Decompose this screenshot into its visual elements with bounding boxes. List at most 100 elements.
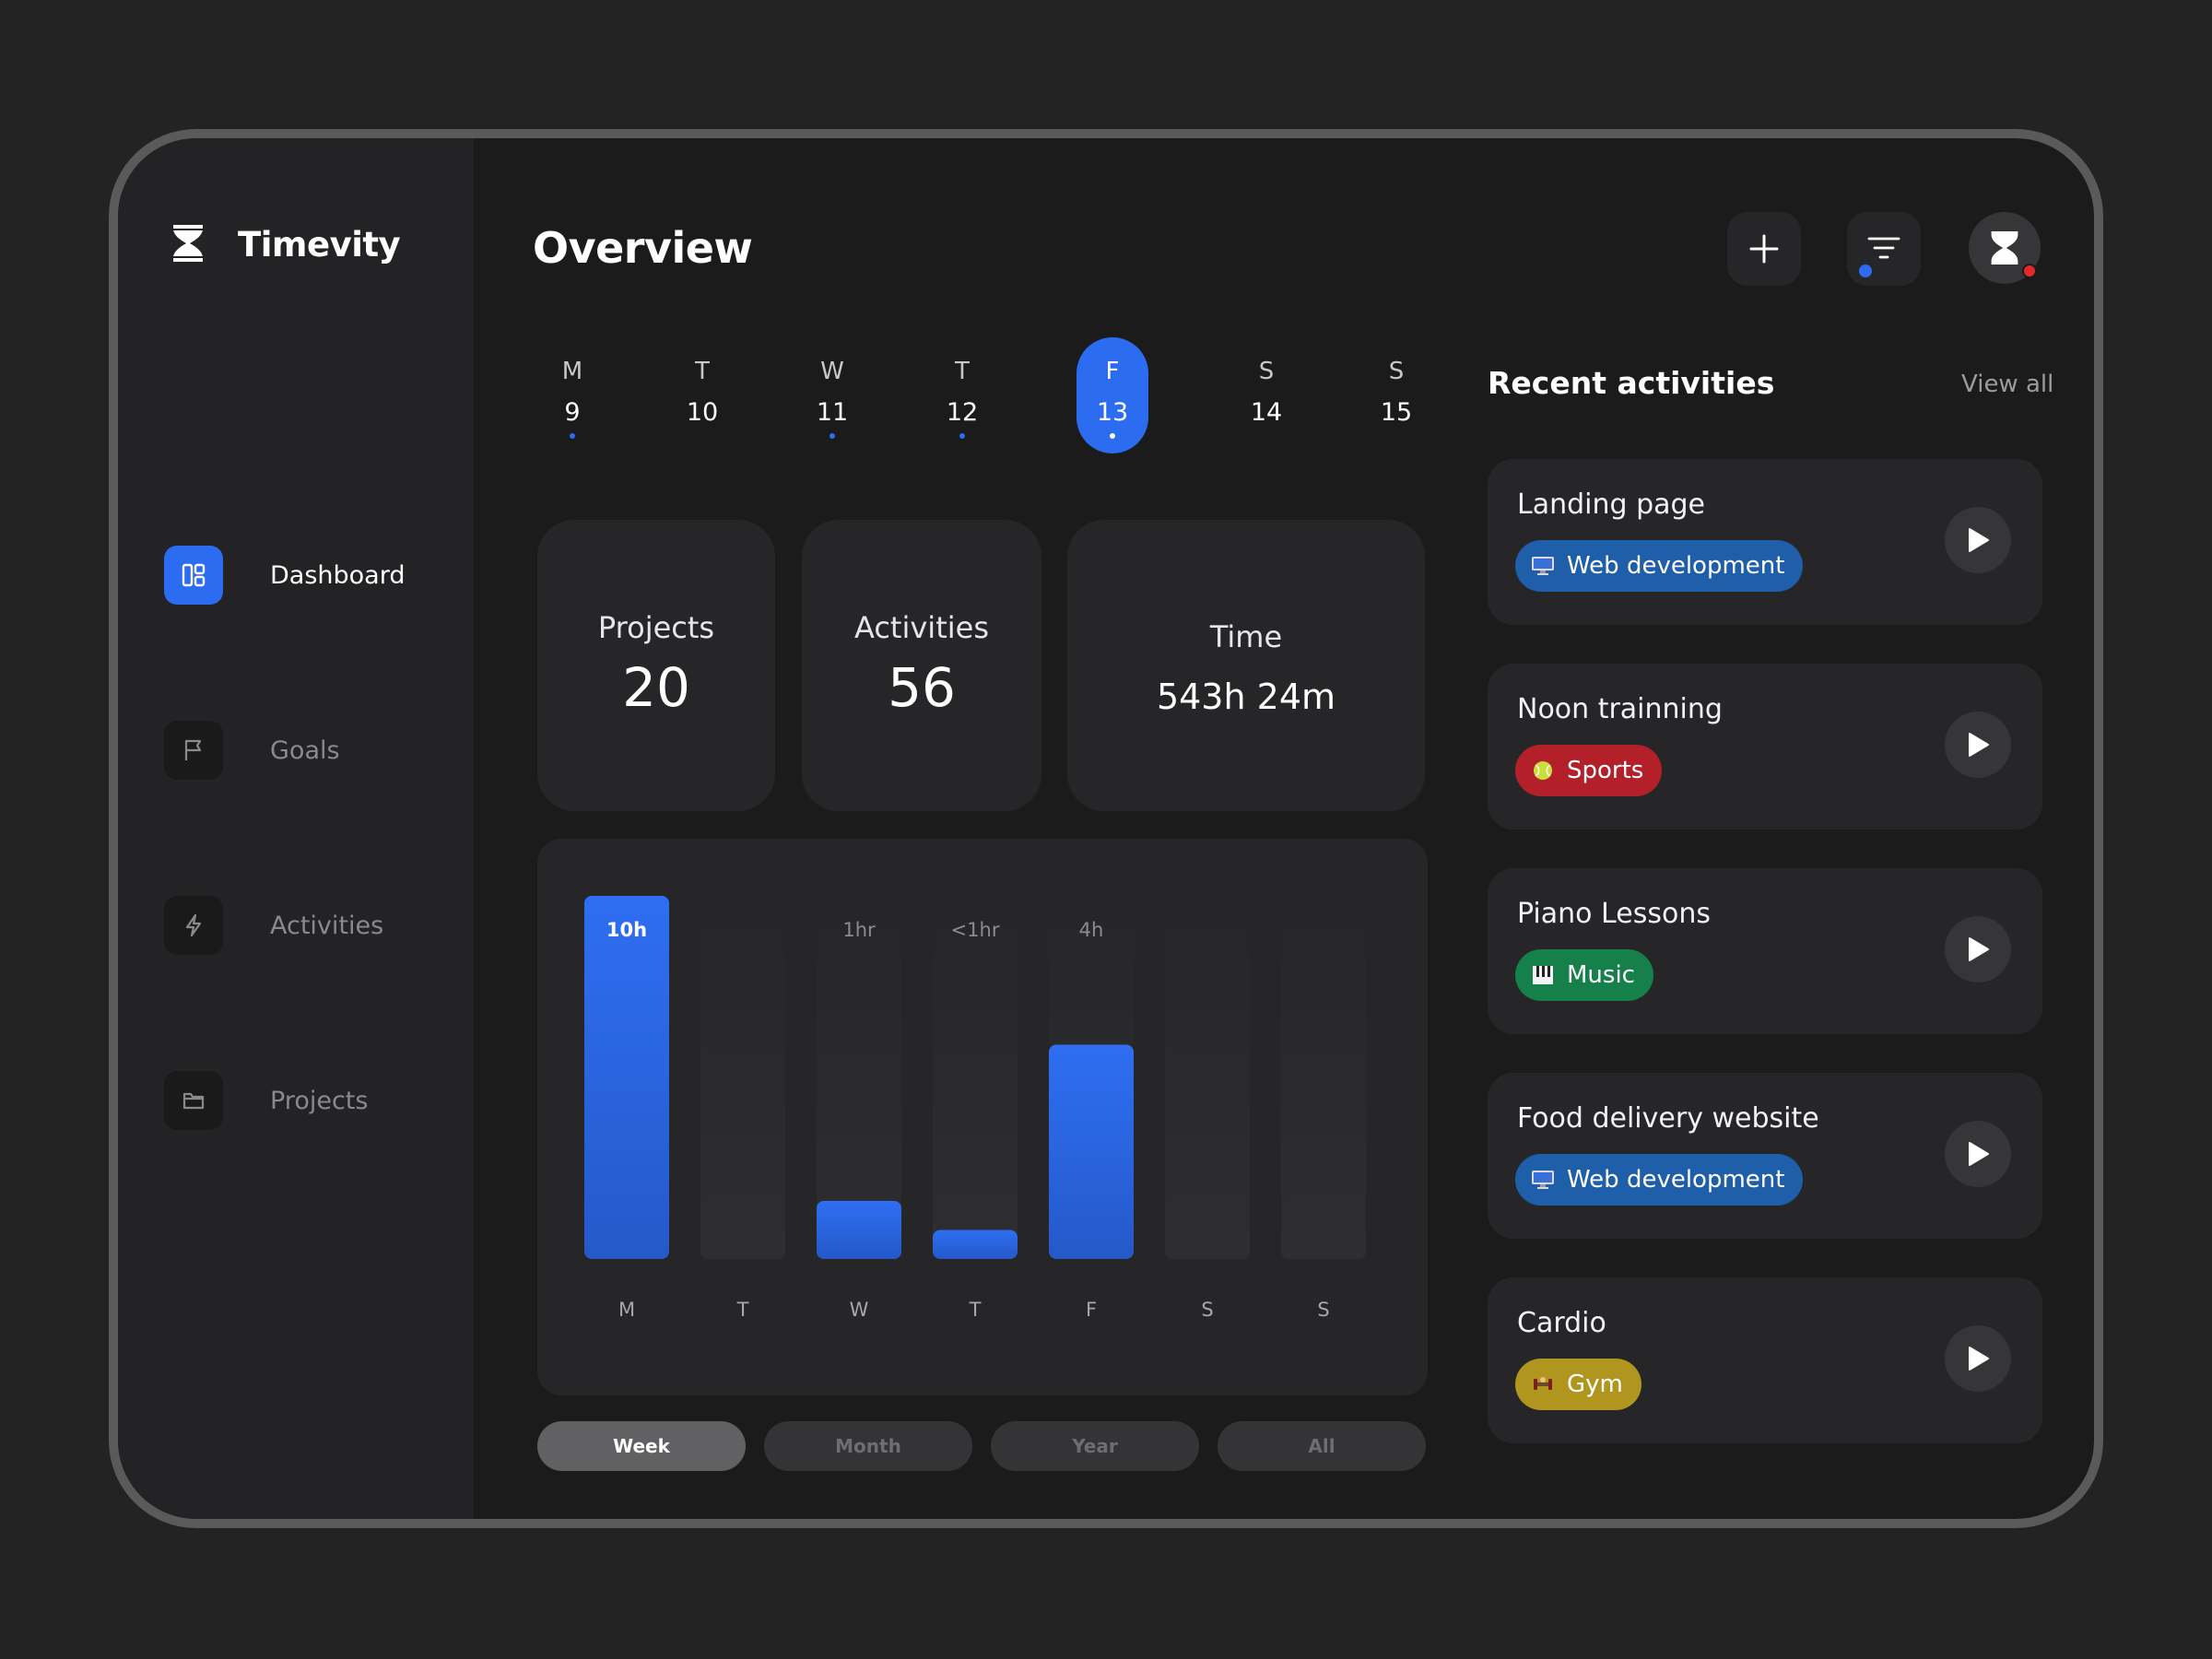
- range-week-button[interactable]: Week: [537, 1421, 746, 1471]
- activity-card[interactable]: Food delivery website Web development: [1488, 1073, 2042, 1239]
- category-tag[interactable]: Web development: [1515, 1154, 1804, 1206]
- bar-track: [1165, 896, 1250, 1259]
- recent-activities-title: Recent activities: [1488, 365, 1775, 401]
- bar[interactable]: [933, 1230, 1018, 1259]
- hourglass-logo-icon: [173, 225, 203, 262]
- brand-name: Timevity: [238, 225, 401, 265]
- dumbbell-icon: [1530, 1371, 1556, 1397]
- day-15[interactable]: S 15: [1360, 337, 1432, 453]
- bar-chart: 10h M T 1hr W <1hr T 4h F S S: [584, 896, 1366, 1321]
- day-letter: T: [695, 358, 710, 385]
- category-label: Music: [1567, 961, 1635, 989]
- play-icon: [1969, 733, 1989, 757]
- sidebar-item-label: Dashboard: [270, 560, 406, 590]
- stat-value: 56: [888, 656, 956, 719]
- notification-dot: [2022, 264, 2037, 278]
- day-number: 15: [1380, 398, 1413, 427]
- sidebar-item-dashboard[interactable]: Dashboard: [164, 546, 450, 605]
- activity-card[interactable]: Noon trainning Sports: [1488, 664, 2042, 830]
- plus-icon: [1749, 234, 1779, 264]
- filter-button[interactable]: [1847, 212, 1921, 286]
- day-number: 14: [1250, 398, 1283, 427]
- activity-name: Food delivery website: [1517, 1102, 1819, 1135]
- category-tag[interactable]: Web development: [1515, 540, 1804, 592]
- sidebar-item-label: Activities: [270, 911, 384, 940]
- bar-track: [700, 896, 785, 1259]
- day-10[interactable]: T 10: [666, 337, 738, 453]
- sidebar-item-goals[interactable]: Goals: [164, 721, 450, 780]
- category-tag[interactable]: Music: [1515, 949, 1653, 1001]
- flag-icon: [164, 721, 223, 780]
- category-tag[interactable]: Gym: [1515, 1359, 1641, 1410]
- stat-value: 20: [622, 656, 690, 719]
- folder-icon: [164, 1071, 223, 1130]
- stat-value: 543h 24m: [1156, 677, 1336, 717]
- activity-dot: [830, 433, 835, 439]
- sidebar-item-activities[interactable]: Activities: [164, 896, 450, 955]
- category-tag[interactable]: Sports: [1515, 745, 1663, 796]
- sidebar: Timevity Dashboard Goals Activities Proj…: [118, 138, 474, 1519]
- play-icon: [1969, 528, 1989, 552]
- day-13[interactable]: F 13: [1077, 337, 1148, 453]
- projects-stat-card: Projects 20: [537, 520, 775, 811]
- day-11[interactable]: W 11: [796, 337, 868, 453]
- day-12[interactable]: T 12: [926, 337, 998, 453]
- computer-icon: [1530, 1167, 1556, 1193]
- activity-card[interactable]: Piano Lessons Music: [1488, 868, 2042, 1034]
- sidebar-item-projects[interactable]: Projects: [164, 1071, 450, 1130]
- filter-indicator-dot: [1859, 265, 1872, 277]
- day-number: 11: [816, 398, 849, 427]
- day-letter: S: [1258, 358, 1275, 385]
- sidebar-item-label: Projects: [270, 1086, 369, 1115]
- play-button[interactable]: [1945, 507, 2011, 573]
- range-year-button[interactable]: Year: [991, 1421, 1199, 1471]
- view-all-link[interactable]: View all: [1961, 371, 2054, 398]
- activity-name: Piano Lessons: [1517, 898, 1711, 930]
- bar[interactable]: [584, 896, 669, 1259]
- day-letter: T: [955, 358, 970, 385]
- activity-name: Landing page: [1517, 488, 1706, 521]
- play-button[interactable]: [1945, 1121, 2011, 1187]
- avatar[interactable]: [1969, 212, 2041, 284]
- x-tick-label: W: [850, 1299, 869, 1321]
- activity-card[interactable]: Landing page Web development: [1488, 459, 2042, 625]
- day-letter: F: [1105, 358, 1120, 385]
- activity-name: Noon trainning: [1517, 693, 1723, 725]
- weekly-chart: 10h M T 1hr W <1hr T 4h F S S: [537, 839, 1428, 1395]
- day-number: 10: [686, 398, 719, 427]
- day-letter: W: [820, 358, 844, 385]
- range-month-button[interactable]: Month: [764, 1421, 972, 1471]
- bar[interactable]: [1049, 1044, 1134, 1259]
- play-button[interactable]: [1945, 712, 2011, 778]
- time-stat-card: Time 543h 24m: [1067, 520, 1425, 811]
- activities-stat-card: Activities 56: [802, 520, 1041, 811]
- activity-dot: [959, 433, 965, 439]
- sidebar-item-label: Goals: [270, 735, 340, 765]
- x-tick-label: T: [736, 1299, 749, 1321]
- category-label: Web development: [1567, 552, 1785, 580]
- stat-label: Projects: [597, 610, 715, 645]
- bar-data-label: 10h: [606, 919, 647, 941]
- x-tick-label: F: [1086, 1299, 1097, 1321]
- hourglass-avatar-icon: [1991, 231, 2018, 265]
- x-tick-label: S: [1317, 1299, 1329, 1321]
- x-tick-label: T: [969, 1299, 982, 1321]
- bar-track: [1281, 896, 1366, 1259]
- app-window: Timevity Dashboard Goals Activities Proj…: [109, 129, 2103, 1528]
- activity-card[interactable]: Cardio Gym: [1488, 1277, 2042, 1443]
- category-label: Gym: [1567, 1371, 1623, 1398]
- bar-track: [817, 896, 901, 1259]
- day-14[interactable]: S 14: [1230, 337, 1302, 453]
- activity-dot: [1110, 433, 1115, 439]
- play-button[interactable]: [1945, 1325, 2011, 1392]
- play-icon: [1969, 937, 1989, 961]
- piano-icon: [1530, 962, 1556, 988]
- bar[interactable]: [817, 1200, 901, 1259]
- play-button[interactable]: [1945, 916, 2011, 982]
- category-label: Sports: [1567, 757, 1644, 784]
- add-button[interactable]: [1727, 212, 1801, 286]
- category-label: Web development: [1567, 1166, 1785, 1194]
- range-all-button[interactable]: All: [1218, 1421, 1426, 1471]
- day-letter: M: [561, 358, 583, 385]
